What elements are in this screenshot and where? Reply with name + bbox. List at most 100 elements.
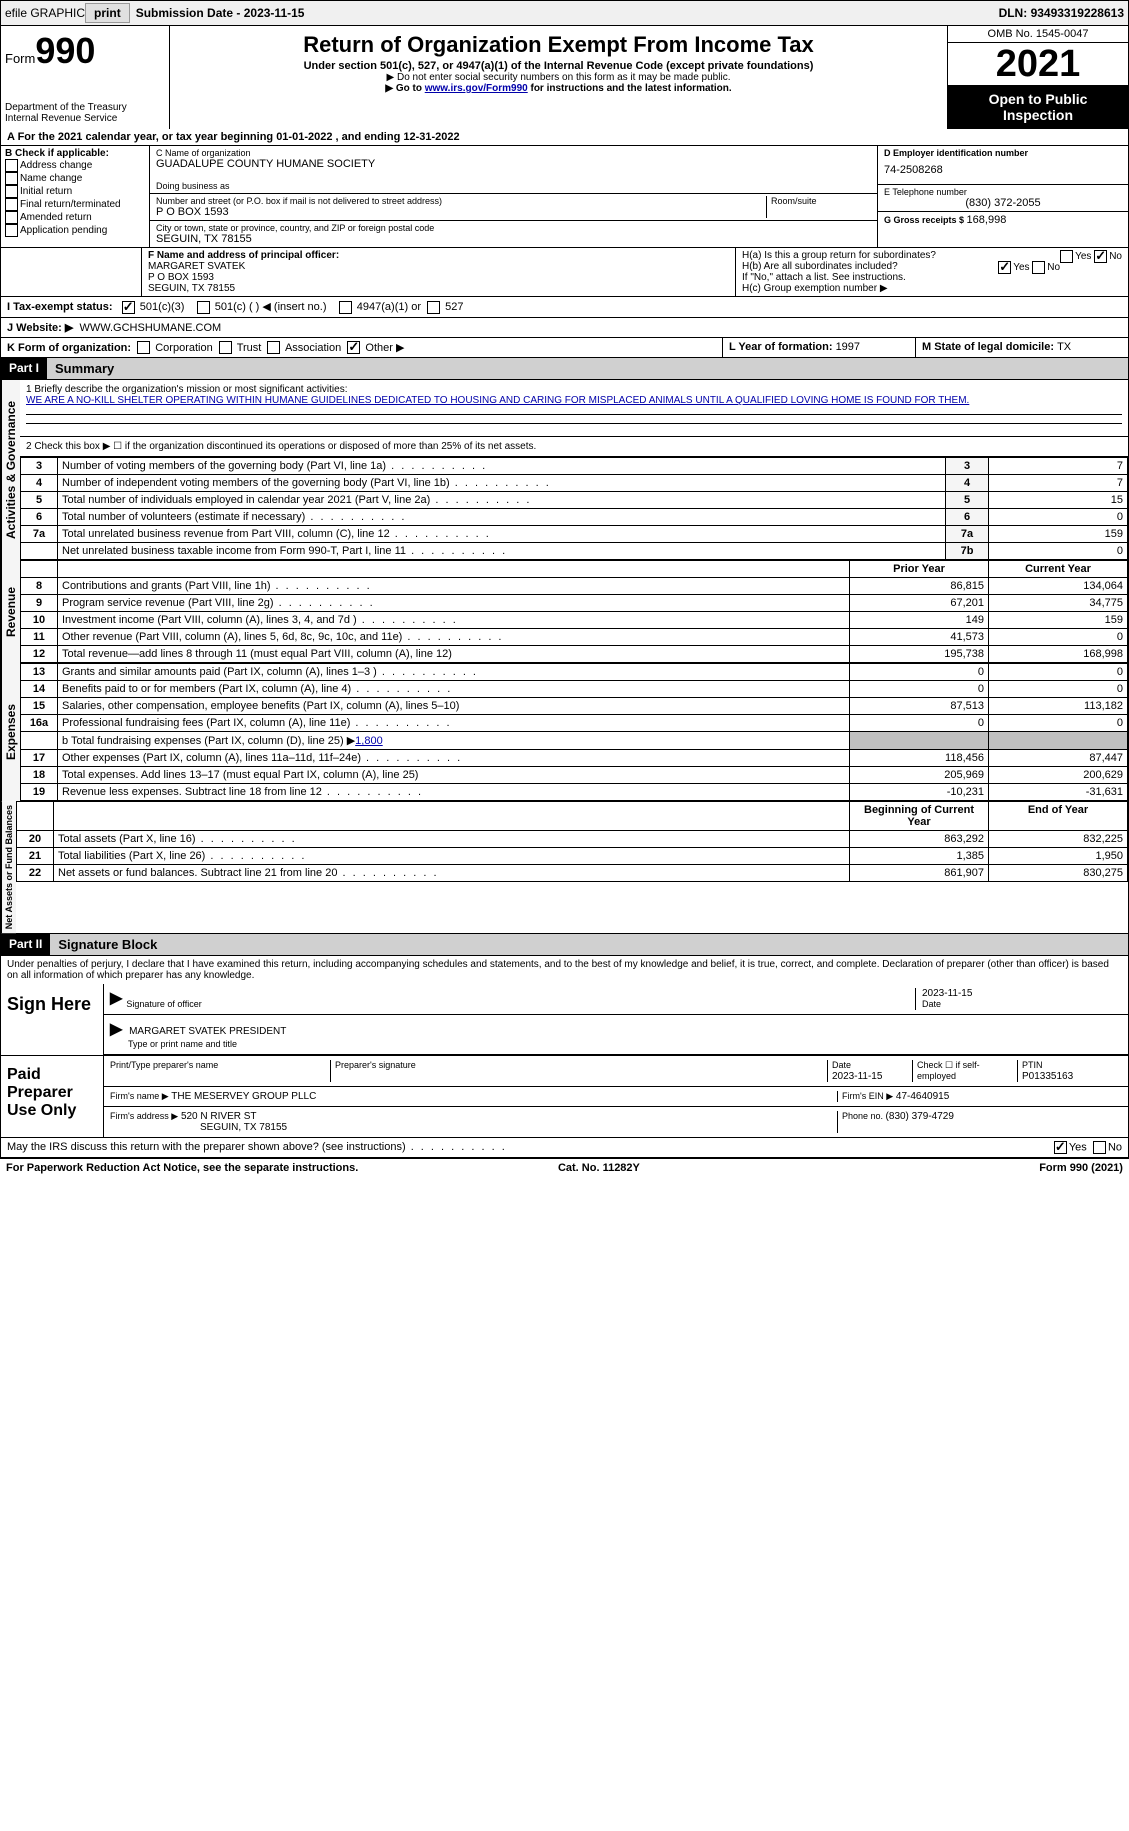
firm-addr: 520 N RIVER ST [181,1111,257,1122]
efile-label: efile GRAPHIC [5,6,85,20]
expenses-table: 13Grants and similar amounts paid (Part … [20,663,1128,801]
line-j: J Website: ▶ WWW.GCHSHUMANE.COM [0,318,1129,338]
line-1: 1 Briefly describe the organization's mi… [20,380,1128,437]
may-discuss-line: May the IRS discuss this return with the… [0,1138,1129,1158]
paid-preparer-block: Paid Preparer Use Only Print/Type prepar… [0,1056,1129,1138]
dba-label: Doing business as [156,181,871,191]
irs-link[interactable]: www.irs.gov/Form990 [425,83,528,94]
gross-label: G Gross receipts $ [884,215,967,225]
h-c: H(c) Group exemption number ▶ [742,283,1122,294]
officer-name-title: MARGARET SVATEK PRESIDENT [129,1026,286,1037]
ein: 74-2508268 [884,158,1122,182]
self-employed-check: Check ☐ if self-employed [913,1060,1018,1082]
sign-here-block: Sign Here ▶ Signature of officer 2023-11… [0,984,1129,1056]
year-formation: 1997 [836,341,860,353]
page-footer: For Paperwork Reduction Act Notice, see … [0,1158,1129,1177]
netassets-block: Net Assets or Fund Balances Beginning of… [0,801,1129,934]
firm-ein: 47-4640915 [896,1091,949,1102]
h-b-note: If "No," attach a list. See instructions… [742,272,1122,283]
opt-amended-return: Amended return [5,211,145,224]
irs-label: Internal Revenue Service [5,113,165,124]
revenue-table: Prior YearCurrent Year 8Contributions an… [20,560,1128,663]
ptin: P01335163 [1022,1071,1073,1082]
firm-city: SEGUIN, TX 78155 [200,1122,287,1133]
sig-officer-label: Signature of officer [126,999,201,1009]
date-label: Date [922,999,941,1009]
dept-treasury: Department of the Treasury [5,102,165,113]
officer-name: MARGARET SVATEK [148,261,729,272]
type-name-label: Type or print name and title [128,1039,237,1049]
vlabel-revenue: Revenue [1,560,20,663]
vlabel-governance: Activities & Governance [1,380,20,560]
arrow-icon-2: ▶ [110,1021,122,1038]
firm-phone: (830) 379-4729 [886,1111,954,1122]
opt-name-change: Name change [5,172,145,185]
vlabel-expenses: Expenses [1,663,20,801]
f-h-block: F Name and address of principal officer:… [0,248,1129,297]
v7b: 0 [989,543,1128,560]
arrow-icon: ▶ [110,988,122,1010]
firm-name: THE MESERVEY GROUP PLLC [171,1091,316,1102]
gross-receipts: 168,998 [967,214,1007,226]
ein-label: D Employer identification number [884,148,1122,158]
line-2: 2 Check this box ▶ ☐ if the organization… [20,437,1128,457]
org-name-label: C Name of organization [156,148,871,158]
room-label: Room/suite [771,196,871,206]
prep-sig-label: Preparer's signature [335,1060,416,1070]
telephone: (830) 372-2055 [884,197,1122,209]
sig-date: 2023-11-15 [922,988,1122,999]
netassets-table: Beginning of Current YearEnd of Year 20T… [16,801,1128,882]
v6: 0 [989,509,1128,526]
omb-number: OMB No. 1545-0047 [948,26,1128,43]
state-domicile: TX [1057,341,1071,353]
opt-application-pending: Application pending [5,224,145,237]
h-a: H(a) Is this a group return for subordin… [742,250,1122,261]
prep-name-label: Print/Type preparer's name [110,1060,218,1070]
f-label: F Name and address of principal officer: [148,250,729,261]
part2-tag: Part II [1,934,50,955]
v5: 15 [989,492,1128,509]
governance-table: 3Number of voting members of the governi… [20,457,1128,560]
website: WWW.GCHSHUMANE.COM [79,322,221,334]
vlabel-netassets: Net Assets or Fund Balances [1,801,16,933]
tax-year: 2021 [948,43,1128,85]
dln: DLN: 93493319228613 [999,6,1124,20]
addr: P O BOX 1593 [156,206,766,218]
open-to-public: Open to Public Inspection [948,85,1128,129]
pra-notice: For Paperwork Reduction Act Notice, see … [6,1162,358,1174]
perjury-statement: Under penalties of perjury, I declare th… [0,956,1129,984]
sign-here-label: Sign Here [1,984,104,1055]
b-title: B Check if applicable: [5,148,145,159]
paid-preparer-label: Paid Preparer Use Only [1,1056,104,1137]
ssn-note: ▶ Do not enter social security numbers o… [178,72,939,83]
v4: 7 [989,475,1128,492]
part1-title: Summary [47,358,1128,379]
part-1-header: Part I Summary [0,358,1129,380]
line-a: A For the 2021 calendar year, or tax yea… [0,129,1129,146]
part-2-header: Part II Signature Block [0,934,1129,956]
goto-note: ▶ Go to www.irs.gov/Form990 for instruct… [178,83,939,94]
officer-addr2: SEGUIN, TX 78155 [148,283,729,294]
print-button[interactable]: print [85,3,130,23]
mission-text: WE ARE A NO-KILL SHELTER OPERATING WITHI… [26,395,1122,406]
line-i: I Tax-exempt status: 501(c)(3) 501(c) ( … [0,297,1129,318]
summary-block: Activities & Governance 1 Briefly descri… [0,380,1129,560]
opt-final-return: Final return/terminated [5,198,145,211]
officer-addr1: P O BOX 1593 [148,272,729,283]
part2-title: Signature Block [50,934,1128,955]
part1-tag: Part I [1,358,47,379]
opt-initial-return: Initial return [5,185,145,198]
city: SEGUIN, TX 78155 [156,233,871,245]
cat-no: Cat. No. 11282Y [558,1162,640,1174]
org-info-block: B Check if applicable: Address change Na… [0,146,1129,248]
top-bar: efile GRAPHIC print Submission Date - 20… [0,0,1129,26]
form-header: Form990 Department of the Treasury Inter… [0,26,1129,129]
city-label: City or town, state or province, country… [156,223,871,233]
tel-label: E Telephone number [884,187,1122,197]
line-klm: K Form of organization: Corporation Trus… [0,338,1129,359]
v3: 7 [989,458,1128,475]
opt-address-change: Address change [5,159,145,172]
revenue-block: Revenue Prior YearCurrent Year 8Contribu… [0,560,1129,663]
addr-label: Number and street (or P.O. box if mail i… [156,196,766,206]
prep-date: 2023-11-15 [832,1071,882,1082]
